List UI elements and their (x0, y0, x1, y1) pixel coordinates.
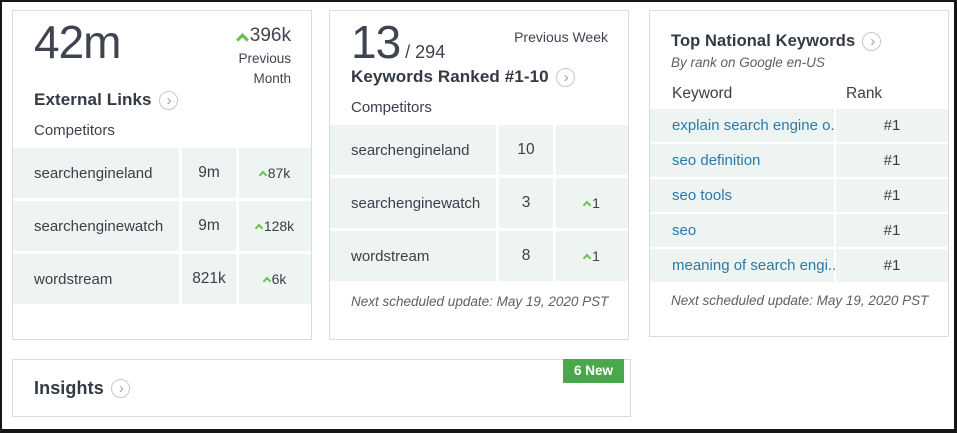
up-caret-icon (582, 253, 592, 263)
chevron-right-circle-icon[interactable]: › (862, 32, 882, 51)
up-caret-icon (262, 276, 271, 286)
keyword-column-header: Keyword (672, 85, 733, 102)
competitor-change: 6k (271, 271, 287, 288)
keywords-ranked-total: / 294 (405, 42, 446, 62)
rank-column-header: Rank (846, 85, 883, 102)
competitor-value: 821k (182, 254, 236, 305)
card-title: Keywords Ranked #1-10 (351, 67, 549, 86)
table-row: wordstream 821k 6k (13, 254, 311, 305)
competitor-change: 1 (592, 248, 600, 264)
competitors-label: Competitors (351, 99, 432, 116)
table-row: wordstream 8 1 (330, 231, 628, 281)
chevron-right-circle-icon[interactable]: › (158, 90, 178, 110)
table-row: searchengineland 10 (330, 125, 628, 175)
keyword-rank: #1 (836, 144, 948, 177)
card-title: External Links (34, 90, 152, 110)
up-caret-icon (254, 223, 264, 233)
keyword-link[interactable]: seo definition (672, 152, 761, 169)
keyword-link[interactable]: seo (672, 222, 697, 239)
competitor-change (556, 125, 628, 175)
change-period-label: Previous Month (238, 51, 291, 86)
competitors-table: searchengineland 10 searchenginewatch 3 … (330, 125, 628, 281)
card-title: Top National Keywords (671, 32, 856, 50)
keyword-rank: #1 (836, 179, 948, 212)
chevron-right-circle-icon[interactable]: › (555, 67, 575, 87)
card-subtitle: By rank on Google en-US (671, 55, 825, 70)
competitor-value: 8 (499, 231, 553, 281)
keyword-rank: #1 (836, 109, 948, 142)
table-row: meaning of search engi... #1 (650, 249, 948, 282)
table-row: searchenginewatch 3 1 (330, 178, 628, 228)
period-label: Previous Week (514, 29, 608, 45)
competitors-table: searchengineland 9m 87k searchenginewatc… (13, 148, 311, 305)
up-caret-icon (582, 200, 592, 210)
keyword-rank: #1 (836, 249, 948, 282)
competitor-value: 9m (182, 148, 236, 199)
table-row: searchengineland 9m 87k (13, 148, 311, 199)
top-national-keywords-card: Top National Keywords › By rank on Googl… (649, 10, 949, 337)
competitor-value: 10 (499, 125, 553, 175)
competitor-name: searchenginewatch (13, 201, 179, 252)
table-row: searchenginewatch 9m 128k (13, 201, 311, 252)
competitor-value: 3 (499, 178, 553, 228)
competitors-label: Competitors (34, 122, 115, 140)
keywords-ranked-card: 13 / 294 Previous Week Keywords Ranked #… (329, 10, 629, 340)
table-row: explain search engine o... #1 (650, 109, 948, 142)
competitor-name: searchenginewatch (330, 178, 496, 228)
competitor-change: 1 (592, 195, 600, 211)
new-insights-badge[interactable]: 6 New (562, 359, 624, 383)
keyword-table-header: Keyword Rank (650, 85, 948, 103)
keyword-rank: #1 (836, 214, 948, 247)
table-row: seo definition #1 (650, 144, 948, 177)
up-caret-icon (235, 33, 249, 46)
next-update-note: Next scheduled update: May 19, 2020 PST (671, 293, 929, 308)
keywords-ranked-count: 13 (351, 16, 401, 68)
competitor-name: searchengineland (330, 125, 496, 175)
external-links-total: 42m (34, 16, 121, 68)
next-update-note: Next scheduled update: May 19, 2020 PST (351, 294, 609, 309)
competitor-name: searchengineland (13, 148, 179, 199)
table-row: seo tools #1 (650, 179, 948, 212)
competitor-name: wordstream (13, 254, 179, 305)
up-caret-icon (258, 170, 267, 180)
external-links-card: 42m 396k Previous Month External Links ›… (12, 10, 312, 340)
keyword-link[interactable]: meaning of search engi... (672, 257, 841, 274)
keyword-link[interactable]: seo tools (672, 187, 733, 204)
competitor-change: 128k (263, 218, 295, 235)
card-title: Insights (34, 377, 104, 398)
chevron-right-circle-icon[interactable]: › (110, 378, 130, 398)
keyword-link[interactable]: explain search engine o... (672, 117, 843, 134)
competitor-value: 9m (182, 201, 236, 252)
competitor-change: 87k (267, 165, 291, 182)
table-row: seo #1 (650, 214, 948, 247)
keyword-table: explain search engine o... #1 seo defini… (650, 109, 948, 282)
insights-card: Insights › 6 New (12, 359, 631, 417)
competitor-name: wordstream (330, 231, 496, 281)
external-links-change: 396k (249, 25, 291, 46)
